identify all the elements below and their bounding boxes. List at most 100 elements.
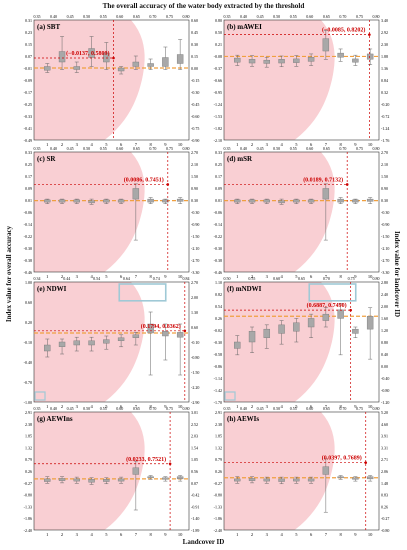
landcover-tick-label: 3	[266, 532, 269, 537]
shaded-region	[224, 152, 335, 272]
right-tick-label: 2.03	[191, 434, 198, 439]
top-tick-label: 0.35	[224, 14, 231, 19]
top-tick-label: 0.80	[183, 14, 190, 19]
right-tick-label: 2.00	[381, 304, 388, 309]
landcover-tick-label: 5	[295, 532, 298, 537]
box-7	[132, 467, 140, 475]
landcover-tick-label: 7	[325, 142, 328, 147]
shaded-region	[34, 412, 145, 530]
left-tick-label: 0.79	[215, 457, 222, 462]
threshold-annotation: (0.1794, 0.8362)	[141, 323, 181, 330]
top-tick-label: 0.75	[166, 146, 173, 151]
landcover-tick-label: 5	[105, 142, 108, 147]
box-7	[322, 188, 330, 200]
left-tick-label: -0.27	[24, 481, 32, 486]
threshold-annotation: (−0.0137, 0.5809)	[66, 50, 109, 57]
shaded-region	[224, 412, 335, 530]
top-tick-label: 0.60	[306, 146, 313, 151]
top-tick-label: 0.80	[183, 406, 190, 411]
landcover-tick-label: 8	[339, 274, 342, 279]
box-6	[307, 199, 315, 203]
right-tick-label: 2.71	[381, 457, 388, 462]
right-tick-label: -0.30	[191, 90, 199, 95]
left-tick-label: -2.40	[214, 528, 222, 533]
landcover-tick-label: 9	[164, 532, 167, 537]
right-tick-label: 0.60	[191, 325, 198, 330]
panel-label: (h) AEWIs	[227, 415, 259, 423]
box-7	[322, 38, 330, 52]
landcover-tick-label: 2	[251, 142, 253, 147]
box-5	[103, 339, 110, 344]
left-tick-label: -0.14	[214, 222, 222, 227]
right-tick-label: 2.92	[381, 30, 388, 35]
right-tick-label: 2.70	[381, 150, 388, 155]
top-tick-label: 0.60	[273, 276, 280, 281]
top-tick-label: 0.45	[257, 146, 264, 151]
left-tick-label: -0.49	[24, 138, 32, 143]
right-tick-label: -0.80	[381, 528, 389, 533]
right-tick-label: 0.90	[381, 186, 388, 191]
right-tick-label: -0.72	[381, 114, 389, 119]
landcover-tick-label: 3	[76, 274, 79, 279]
top-tick-label: 0.55	[290, 146, 297, 151]
left-tick-label: -0.01	[24, 66, 32, 71]
top-tick-label: 0.55	[248, 276, 255, 281]
threshold-annotation: (0.0086, 0.7451)	[124, 176, 164, 183]
left-tick-label: 1.10	[215, 280, 222, 285]
left-tick-label: 1.00	[25, 280, 32, 285]
right-tick-label: 2.52	[191, 422, 198, 427]
box-10	[176, 198, 184, 202]
left-tick-label: -2.40	[24, 528, 32, 533]
landcover-tick-label: 6	[310, 404, 313, 409]
landcover-tick-label: 8	[339, 142, 342, 147]
top-tick-label: 0.35	[34, 406, 41, 411]
highlight-box-top	[118, 283, 167, 302]
box-6	[117, 199, 125, 203]
right-tick-label: 0.32	[381, 90, 388, 95]
panel-1: (−0.0137, 0.5809) (a) SBT 0.31 0.23 0.15 0.07…	[24, 14, 200, 147]
box-4	[278, 478, 285, 482]
box-8	[147, 63, 154, 67]
threshold-annotation: (0.0233, 0.7521)	[126, 456, 166, 463]
top-tick-label: 0.50	[83, 146, 90, 151]
left-tick-label: -0.30	[214, 246, 222, 251]
right-tick-label: 1.88	[381, 54, 388, 59]
landcover-tick-label: 7	[325, 274, 328, 279]
panel-label: (g) AEWIns	[37, 415, 73, 423]
left-tick-label: -1.86	[24, 516, 32, 521]
box-2	[58, 478, 66, 481]
box-9	[352, 328, 359, 334]
landcover-tick-label: 2	[61, 404, 63, 409]
left-tick-label: -0.30	[214, 340, 222, 345]
box-8	[147, 198, 154, 203]
box-8	[147, 476, 154, 479]
right-tick-label: 0.80	[381, 340, 388, 345]
box-9	[352, 199, 359, 203]
left-tick-label: -1.00	[24, 400, 32, 405]
plot-frame	[33, 151, 190, 273]
right-tick-label: 2.10	[191, 162, 198, 167]
left-tick-label: 0.80	[215, 18, 222, 23]
left-tick-label: -0.80	[214, 493, 222, 498]
top-tick-label: 0.80	[373, 146, 380, 151]
left-tick-label: 0.20	[25, 320, 32, 325]
right-tick-label: -3.30	[191, 270, 199, 275]
landcover-tick-label: 5	[105, 274, 108, 279]
box-1	[234, 57, 241, 63]
landcover-tick-label: 10	[178, 142, 183, 147]
box-4	[88, 340, 95, 346]
right-tick-label: -2.20	[191, 385, 199, 390]
left-tick-label: -1.33	[214, 504, 222, 509]
box-2	[248, 331, 256, 343]
left-tick-label: 0.33	[25, 150, 32, 155]
box-7	[322, 466, 330, 475]
landcover-tick-label: 3	[266, 404, 269, 409]
landcover-tick-label: 3	[76, 404, 79, 409]
right-tick-label: 2.00	[191, 295, 198, 300]
left-tick-label: 0.26	[215, 316, 222, 321]
box-1	[44, 199, 51, 203]
landcover-tick-label: 10	[178, 404, 183, 409]
right-tick-label: 3.91	[381, 434, 388, 439]
box-8	[337, 198, 344, 203]
top-tick-label: 0.44	[63, 276, 70, 281]
